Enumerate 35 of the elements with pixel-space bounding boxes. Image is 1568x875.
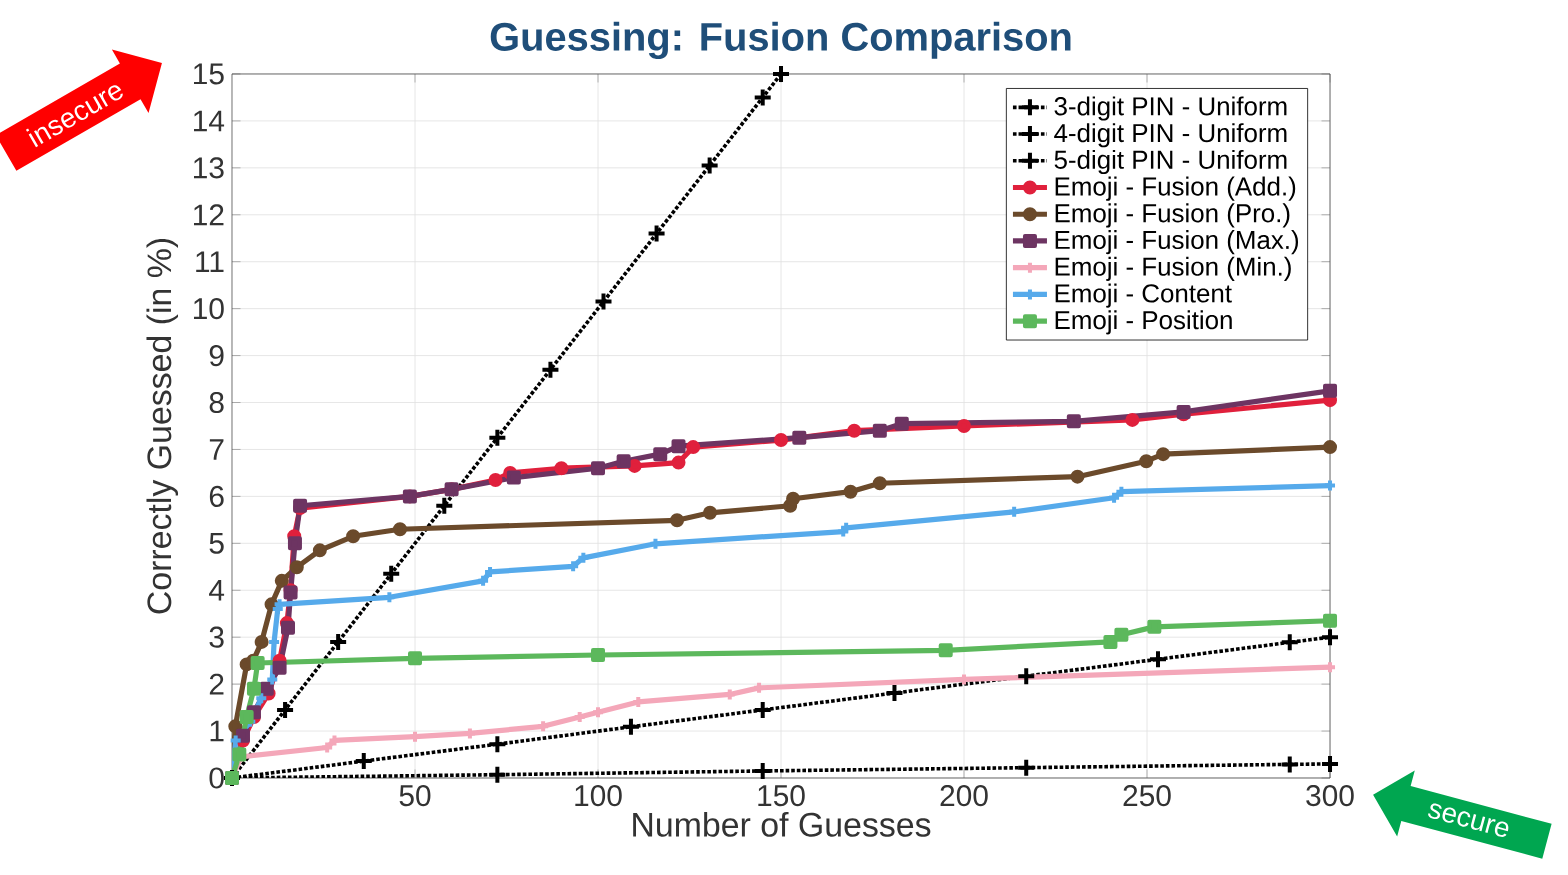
y-tick-label: 15	[194, 63, 224, 85]
x-tick-label: 250	[1123, 785, 1171, 807]
y-tick-label: 6	[209, 485, 224, 507]
y-tick-label: 4	[209, 579, 225, 601]
legend-label: Emoji - Position	[1055, 310, 1232, 335]
y-tick-label: 13	[194, 157, 224, 179]
y-tick-label: 11	[196, 251, 224, 272]
x-axis-title: Number of Guesses	[633, 811, 931, 837]
y-tick-label: 8	[209, 391, 224, 414]
y-tick-label: 0	[209, 767, 224, 789]
text: secure	[1428, 803, 1509, 837]
x-tick-label: 50	[399, 785, 431, 807]
y-tick-label: 12	[194, 204, 224, 226]
legend-label: Emoji - Fusion (Pro.)	[1055, 203, 1290, 228]
legend-label: Emoji - Fusion (Min.)	[1055, 256, 1291, 281]
legend-label: 4-digit PIN - Uniform	[1054, 123, 1287, 148]
y-tick-label: 3	[209, 626, 224, 648]
legend-label: Emoji - Fusion (Max.)	[1055, 230, 1299, 255]
y-tick-label: 5	[209, 532, 224, 554]
y-tick-label: 9	[209, 344, 224, 367]
y-tick-label: 1	[210, 720, 224, 742]
x-tick-label: 150	[758, 785, 805, 807]
x-tick-label: 100	[575, 785, 622, 807]
legend-label: 3-digit PIN - Uniform	[1054, 96, 1287, 121]
chart-title: Guessing: Fusion Comparison	[490, 21, 1071, 59]
y-axis-title: Correctly Guessed (in %)	[146, 238, 179, 614]
y-tick-label: 10	[194, 298, 224, 320]
y-tick-label: 7	[209, 439, 224, 460]
legend-label: 5-digit PIN - Uniform	[1054, 149, 1287, 175]
legend-label: Emoji - Fusion (Add.)	[1055, 176, 1296, 201]
y-tick-label: 14	[194, 110, 225, 132]
legend-label: Emoji - Content	[1055, 283, 1232, 308]
y-tick-label: 2	[209, 673, 224, 695]
x-tick-label: 200	[940, 785, 988, 807]
x-tick-label: 300	[1306, 785, 1354, 807]
